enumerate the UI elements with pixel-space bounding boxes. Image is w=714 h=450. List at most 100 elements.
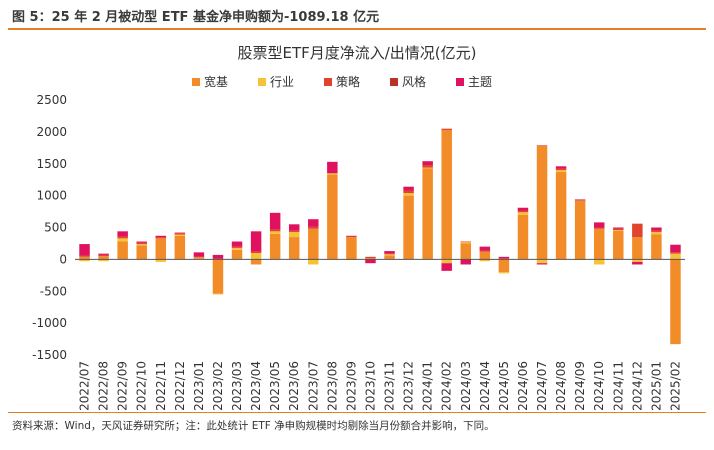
bar-segment — [651, 231, 662, 235]
bar-segment — [479, 246, 491, 251]
x-tick-label: 2024/09 — [573, 361, 587, 410]
bar-segment — [651, 227, 662, 231]
bar-segment — [136, 241, 147, 243]
bar-segment — [193, 257, 205, 259]
plot-area: -1500 -1000 -500 0 500 1000 1500 2000 2500 2022/0… — [32, 93, 685, 410]
bar-segment — [250, 259, 262, 265]
bar-segment — [155, 238, 167, 260]
bar-segment — [517, 210, 529, 213]
x-tick-label: 2022/08 — [97, 361, 111, 410]
bar-segment — [174, 235, 186, 260]
bar-segment — [632, 259, 643, 262]
bar-segment — [212, 259, 224, 294]
bar-segment — [193, 256, 205, 258]
bar-segment — [613, 230, 624, 260]
bar-segment — [231, 249, 243, 260]
x-tick-label: 2025/01 — [649, 361, 663, 410]
x-tick-label: 2022/10 — [135, 361, 149, 410]
bar-segment — [574, 200, 586, 260]
y-tick-label: 500 — [44, 221, 67, 235]
bar-segment — [231, 247, 243, 250]
bar-segment — [79, 256, 90, 260]
legend-swatch-1 — [258, 78, 266, 86]
figure-title: 图 5：25 年 2 月被动型 ETF 基金净申购额为-1089.18 亿元 — [12, 10, 380, 25]
x-tick-label: 2024/04 — [478, 361, 492, 410]
x-tick-label: 2025/02 — [668, 361, 682, 410]
bar-segment — [288, 237, 300, 260]
bar-segment — [498, 258, 510, 260]
bar-segment — [250, 251, 262, 253]
bar-segment — [250, 253, 262, 260]
bar-segment — [231, 241, 243, 247]
bar-segment — [498, 272, 510, 274]
bar-segment — [384, 253, 395, 255]
bar-segment — [403, 190, 414, 194]
bar-segment — [632, 261, 643, 265]
bar-segment — [212, 254, 224, 259]
bar-segment — [651, 230, 662, 232]
bar-segment — [288, 230, 300, 232]
bar-segment — [632, 223, 643, 238]
legend-label-0: 宽基 — [204, 74, 228, 89]
x-tick-label: 2023/08 — [325, 361, 339, 410]
bar-segment — [346, 235, 357, 237]
x-tick-label: 2023/03 — [230, 361, 244, 410]
bar-segment — [155, 235, 167, 238]
bar-segment — [174, 232, 186, 234]
legend-swatch-0 — [192, 78, 200, 86]
bar-segment — [479, 250, 491, 252]
bar-segment — [403, 193, 414, 196]
bar-segment — [117, 236, 128, 239]
bar-segment — [536, 263, 548, 265]
x-tick-label: 2022/11 — [154, 361, 168, 410]
y-tick-label: 1500 — [36, 157, 67, 171]
legend-swatch-3 — [390, 78, 398, 86]
bar-segment — [365, 258, 376, 260]
y-tick-label: -1000 — [32, 316, 67, 330]
bar-segment — [403, 195, 414, 260]
bar-segment — [269, 231, 281, 234]
bar-segment — [136, 244, 147, 246]
bar-segment — [288, 231, 300, 238]
bar-segment — [517, 212, 529, 215]
bar-segment — [593, 259, 605, 265]
bar-segment — [536, 259, 548, 264]
bar-segment — [593, 227, 605, 229]
legend-label-1: 行业 — [270, 75, 294, 89]
y-tick-label: 2500 — [36, 93, 67, 107]
stacked-bar-chart: 股票型ETF月度净流入/出情况(亿元) 宽基 行业 策略 风格 主题 -1500 -100… — [32, 44, 685, 410]
x-tick-label: 2023/11 — [383, 361, 397, 410]
footnote-divider — [8, 412, 706, 413]
bar-segment — [613, 228, 624, 231]
bar-segment — [460, 241, 472, 243]
bar-segment — [422, 167, 433, 169]
bar-segment — [250, 231, 262, 252]
bar-segment — [403, 186, 414, 191]
y-tick-label: -1500 — [32, 348, 67, 362]
bar-segment — [308, 226, 319, 229]
bar-segment — [174, 233, 186, 235]
legend-swatch-2 — [324, 78, 332, 86]
x-tick-label: 2023/05 — [268, 361, 282, 410]
legend: 宽基 行业 策略 风格 主题 — [192, 74, 492, 89]
bar-segment — [346, 236, 357, 238]
x-tick-label: 2024/10 — [592, 361, 606, 410]
bar-segment — [79, 255, 90, 257]
bar-segment — [231, 246, 243, 248]
bar-segment — [174, 234, 186, 236]
bar-segment — [460, 259, 472, 265]
x-tick-label: 2023/07 — [306, 361, 320, 410]
y-tick-label: 1000 — [36, 189, 67, 203]
legend-label-3: 风格 — [402, 74, 426, 89]
x-tick-label: 2024/05 — [497, 361, 511, 410]
bar-segment — [555, 172, 567, 260]
bar-segment — [98, 254, 109, 257]
bar-segment — [327, 161, 338, 174]
bar-segment — [498, 256, 510, 259]
x-tick-label: 2023/10 — [363, 361, 377, 410]
bar-segment — [384, 255, 395, 260]
bar-segment — [574, 199, 586, 201]
x-tick-label: 2024/11 — [611, 361, 625, 410]
bar-segment — [136, 245, 147, 260]
x-tick-label: 2023/02 — [211, 361, 225, 410]
